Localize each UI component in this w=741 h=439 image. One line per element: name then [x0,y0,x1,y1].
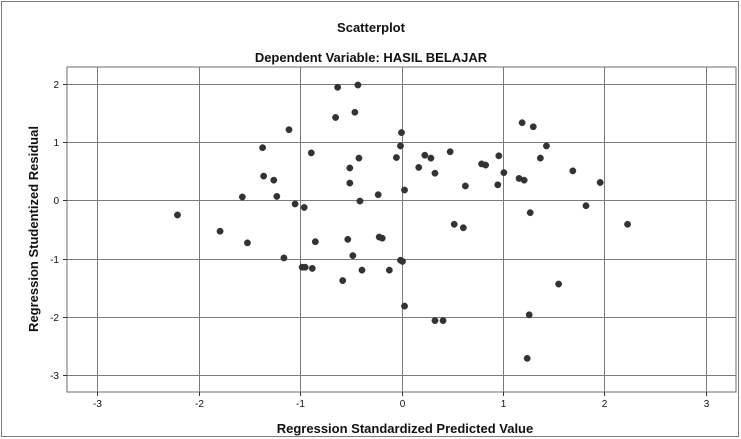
scatter-point [357,198,363,204]
scatter-point [519,120,525,126]
scatter-point [399,258,405,264]
scatter-point [379,235,385,241]
y-tick-label: 0 [53,196,59,207]
scatter-point [356,155,362,161]
scatter-point [432,317,438,323]
scatter-point [334,84,340,90]
x-tick-label: 3 [704,399,710,410]
scatter-point [352,109,358,115]
scatter-point [521,177,527,183]
y-tick-label: -3 [50,371,59,382]
scatter-point [347,165,353,171]
scatter-point [624,221,630,227]
scatter-point [401,187,407,193]
scatter-point [401,303,407,309]
scatter-point [312,238,318,244]
grid-lines [67,67,736,392]
y-tick-label: 2 [53,80,59,91]
scatter-point [543,143,549,149]
scatter-point [301,204,307,210]
scatter-point [239,194,245,200]
scatter-point [174,212,180,218]
scatter-point [274,193,280,199]
scatter-point [428,155,434,161]
scatter-point [527,209,533,215]
scatter-point [570,168,576,174]
scatter-point [447,149,453,155]
scatter-point [416,164,422,170]
x-tick-label: 0 [400,399,406,410]
scatter-point [398,129,404,135]
scatter-point [583,203,589,209]
scatter-point [422,152,428,158]
scatter-point [386,267,392,273]
y-axis-title: Regression Studentized Residual [26,126,41,332]
x-tick-label: 2 [602,399,608,410]
scatter-point [345,236,351,242]
scatter-point [460,225,466,231]
scatter-point [350,252,356,258]
scatter-point [375,191,381,197]
scatter-point [281,255,287,261]
scatter-point [501,169,507,175]
scatter-point [302,264,308,270]
scatter-point [462,183,468,189]
scatter-point [495,182,501,188]
scatter-point [451,221,457,227]
scatter-point [432,170,438,176]
scatter-point [440,317,446,323]
chart-subtitle: Dependent Variable: HASIL BELAJAR [255,50,488,65]
plot-area-border [67,67,736,392]
scatter-point [555,281,561,287]
y-tick-label: 1 [53,138,59,149]
x-axis-title: Regression Standardized Predicted Value [277,421,533,436]
scatter-point [332,114,338,120]
scatter-point [217,228,223,234]
scatter-point [530,124,536,130]
scatter-point [524,355,530,361]
scatter-point [393,154,399,160]
scatter-point [340,277,346,283]
scatter-point [496,153,502,159]
axes: -3 -2 -1 0 1 2 3 -3 -2 -1 0 1 2 [50,67,736,410]
scatter-point [482,162,488,168]
scatter-point [355,82,361,88]
scatter-point [309,265,315,271]
scatter-point [537,155,543,161]
y-tick-label: -1 [50,255,59,266]
scatter-point [271,177,277,183]
chart-title: Scatterplot [337,20,406,35]
scatter-point [347,180,353,186]
scatter-point [359,267,365,273]
x-tick-label: -2 [195,399,204,410]
scatter-point [260,173,266,179]
scatter-point [259,144,265,150]
y-tick-label: -2 [50,313,59,324]
x-tick-label: 1 [501,399,507,410]
scatter-point [244,240,250,246]
scatter-point [397,143,403,149]
x-tick-label: -1 [296,399,305,410]
x-tick-label: -3 [93,399,102,410]
scatter-point [286,126,292,132]
scatter-point [526,312,532,318]
scatter-point [292,201,298,207]
scatter-point [308,150,314,156]
scatter-point [597,179,603,185]
